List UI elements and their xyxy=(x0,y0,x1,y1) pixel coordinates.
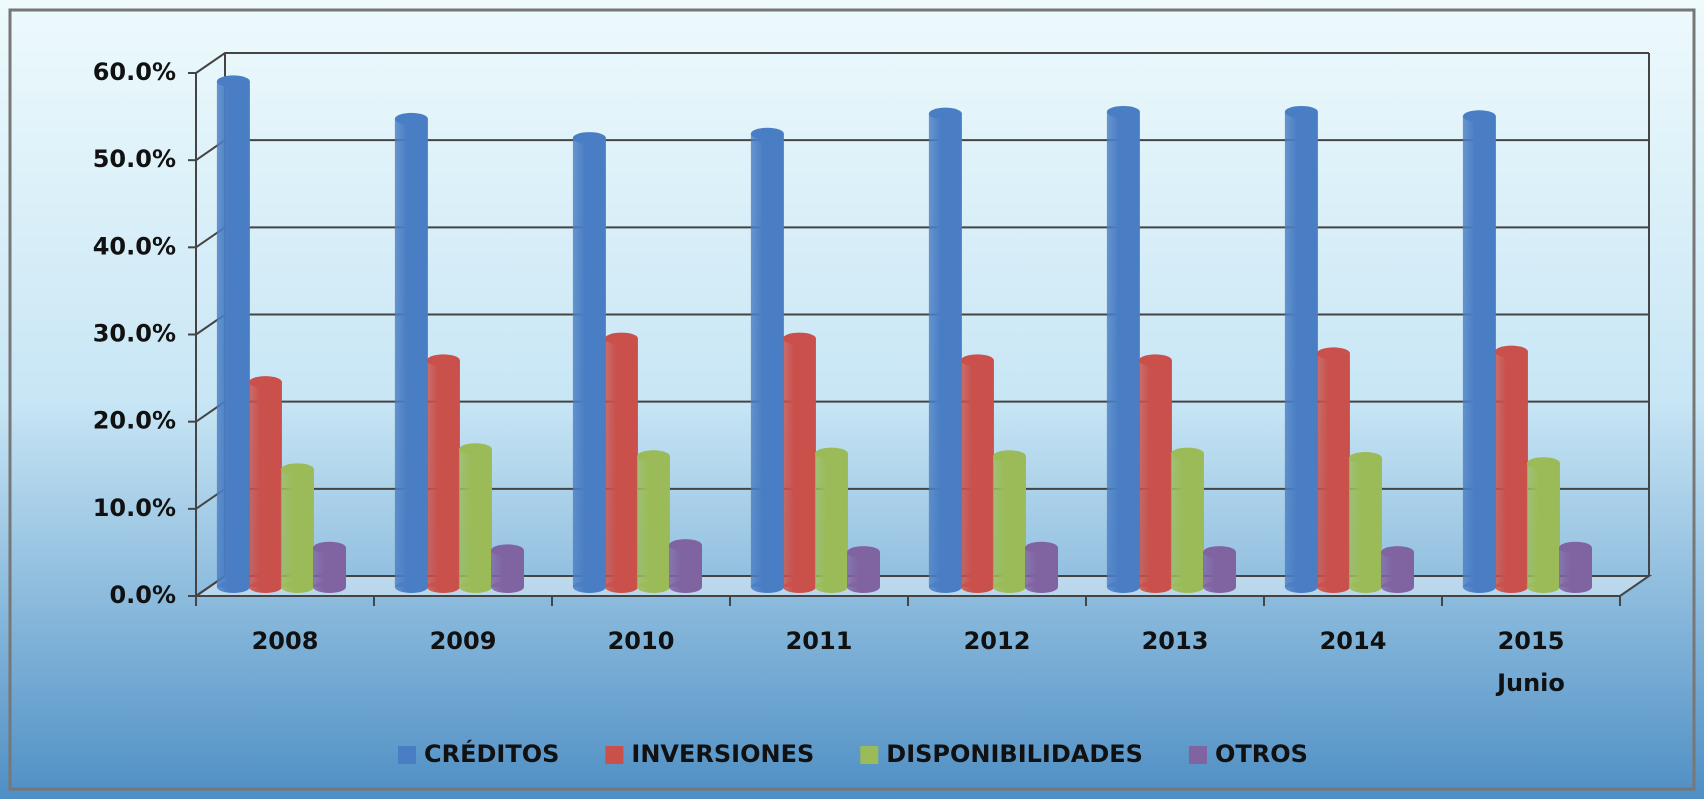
bar-top xyxy=(280,463,314,476)
bar-top xyxy=(1348,451,1382,464)
legend: CRÉDITOS INVERSIONES DISPONIBILIDADES OTROS xyxy=(398,739,1308,768)
bar xyxy=(636,456,670,587)
y-tick-label: 0.0% xyxy=(109,581,176,609)
bar xyxy=(1462,116,1496,588)
legend-label: CRÉDITOS xyxy=(424,739,559,768)
x-tick-label-line: 2015 xyxy=(1498,627,1565,655)
x-tick-label: 2015 Junio xyxy=(1495,627,1565,697)
bar xyxy=(1138,360,1172,587)
y-tick-label: 40.0% xyxy=(93,232,176,260)
bar-top xyxy=(1526,457,1560,470)
bar xyxy=(280,469,314,587)
bar-top xyxy=(1170,447,1204,460)
legend-label: DISPONIBILIDADES xyxy=(886,740,1143,768)
bar-top xyxy=(847,546,880,559)
grid-line xyxy=(195,52,1649,74)
x-tick-label: 2012 xyxy=(964,627,1031,655)
x-tick-label-line: Junio xyxy=(1495,669,1565,697)
bar-top xyxy=(1559,541,1592,554)
bar-top xyxy=(814,447,848,460)
bar-top xyxy=(458,443,492,456)
legend-label: OTROS xyxy=(1215,740,1308,768)
bar xyxy=(1526,463,1560,587)
bar xyxy=(1284,111,1318,588)
bar xyxy=(928,113,962,587)
bar xyxy=(1494,351,1528,587)
legend-swatch xyxy=(860,746,879,764)
bar xyxy=(1348,457,1382,587)
bar-top xyxy=(636,450,670,463)
bar-top xyxy=(1025,541,1058,554)
bar-top xyxy=(1381,546,1414,559)
bar-top xyxy=(572,132,606,145)
bar xyxy=(216,81,250,587)
legend-label: INVERSIONES xyxy=(631,740,814,768)
bar xyxy=(458,449,492,587)
y-tick-label: 30.0% xyxy=(93,320,176,348)
bar-top xyxy=(394,112,428,125)
x-tick-label: 2011 xyxy=(786,627,853,655)
bar xyxy=(572,138,606,587)
bar-top xyxy=(992,450,1026,463)
bar-top xyxy=(1203,546,1236,559)
bar xyxy=(1559,547,1592,587)
bar xyxy=(1025,547,1058,587)
bar-top xyxy=(216,75,250,88)
x-tick-label: 2014 xyxy=(1320,627,1387,655)
bar xyxy=(750,133,784,587)
y-tick-label: 50.0% xyxy=(93,145,176,173)
bar-top xyxy=(960,354,994,367)
x-tick-label: 2013 xyxy=(1142,627,1209,655)
legend-swatch xyxy=(398,746,416,764)
bar-top xyxy=(1316,347,1350,360)
bar-top xyxy=(782,332,816,345)
bar-top xyxy=(669,539,702,552)
bar xyxy=(992,456,1026,587)
frame xyxy=(8,8,1696,791)
bar-top xyxy=(1106,105,1140,118)
y-tick-label: 60.0% xyxy=(93,58,176,86)
y-tick-label: 10.0% xyxy=(93,494,176,522)
bar-top xyxy=(248,376,282,389)
x-tick-label: 2010 xyxy=(608,627,675,655)
bar-top xyxy=(1462,110,1496,123)
bar xyxy=(248,382,282,587)
bar xyxy=(669,545,702,587)
bar-top xyxy=(604,332,638,345)
legend-swatch xyxy=(605,746,624,764)
bar-top xyxy=(1284,105,1318,118)
bar xyxy=(814,453,848,587)
bar-top xyxy=(426,354,460,367)
bar xyxy=(426,360,460,587)
x-tick-label: 2009 xyxy=(430,627,497,655)
bar xyxy=(782,338,816,587)
bar xyxy=(491,550,524,587)
bar xyxy=(1170,453,1204,587)
bar-top xyxy=(313,541,346,554)
x-tick-label: 2008 xyxy=(252,627,319,655)
bar-top xyxy=(1138,354,1172,367)
bar xyxy=(604,338,638,587)
bar xyxy=(394,118,428,587)
y-tick-label: 20.0% xyxy=(93,407,176,435)
bar-top xyxy=(491,544,524,557)
bar xyxy=(1316,353,1350,587)
bar-top xyxy=(1494,345,1528,358)
bar xyxy=(960,360,994,587)
bar-top xyxy=(750,127,784,140)
legend-swatch xyxy=(1188,746,1207,764)
bar-top xyxy=(928,107,962,120)
bar xyxy=(313,547,346,587)
bar xyxy=(1106,111,1140,588)
